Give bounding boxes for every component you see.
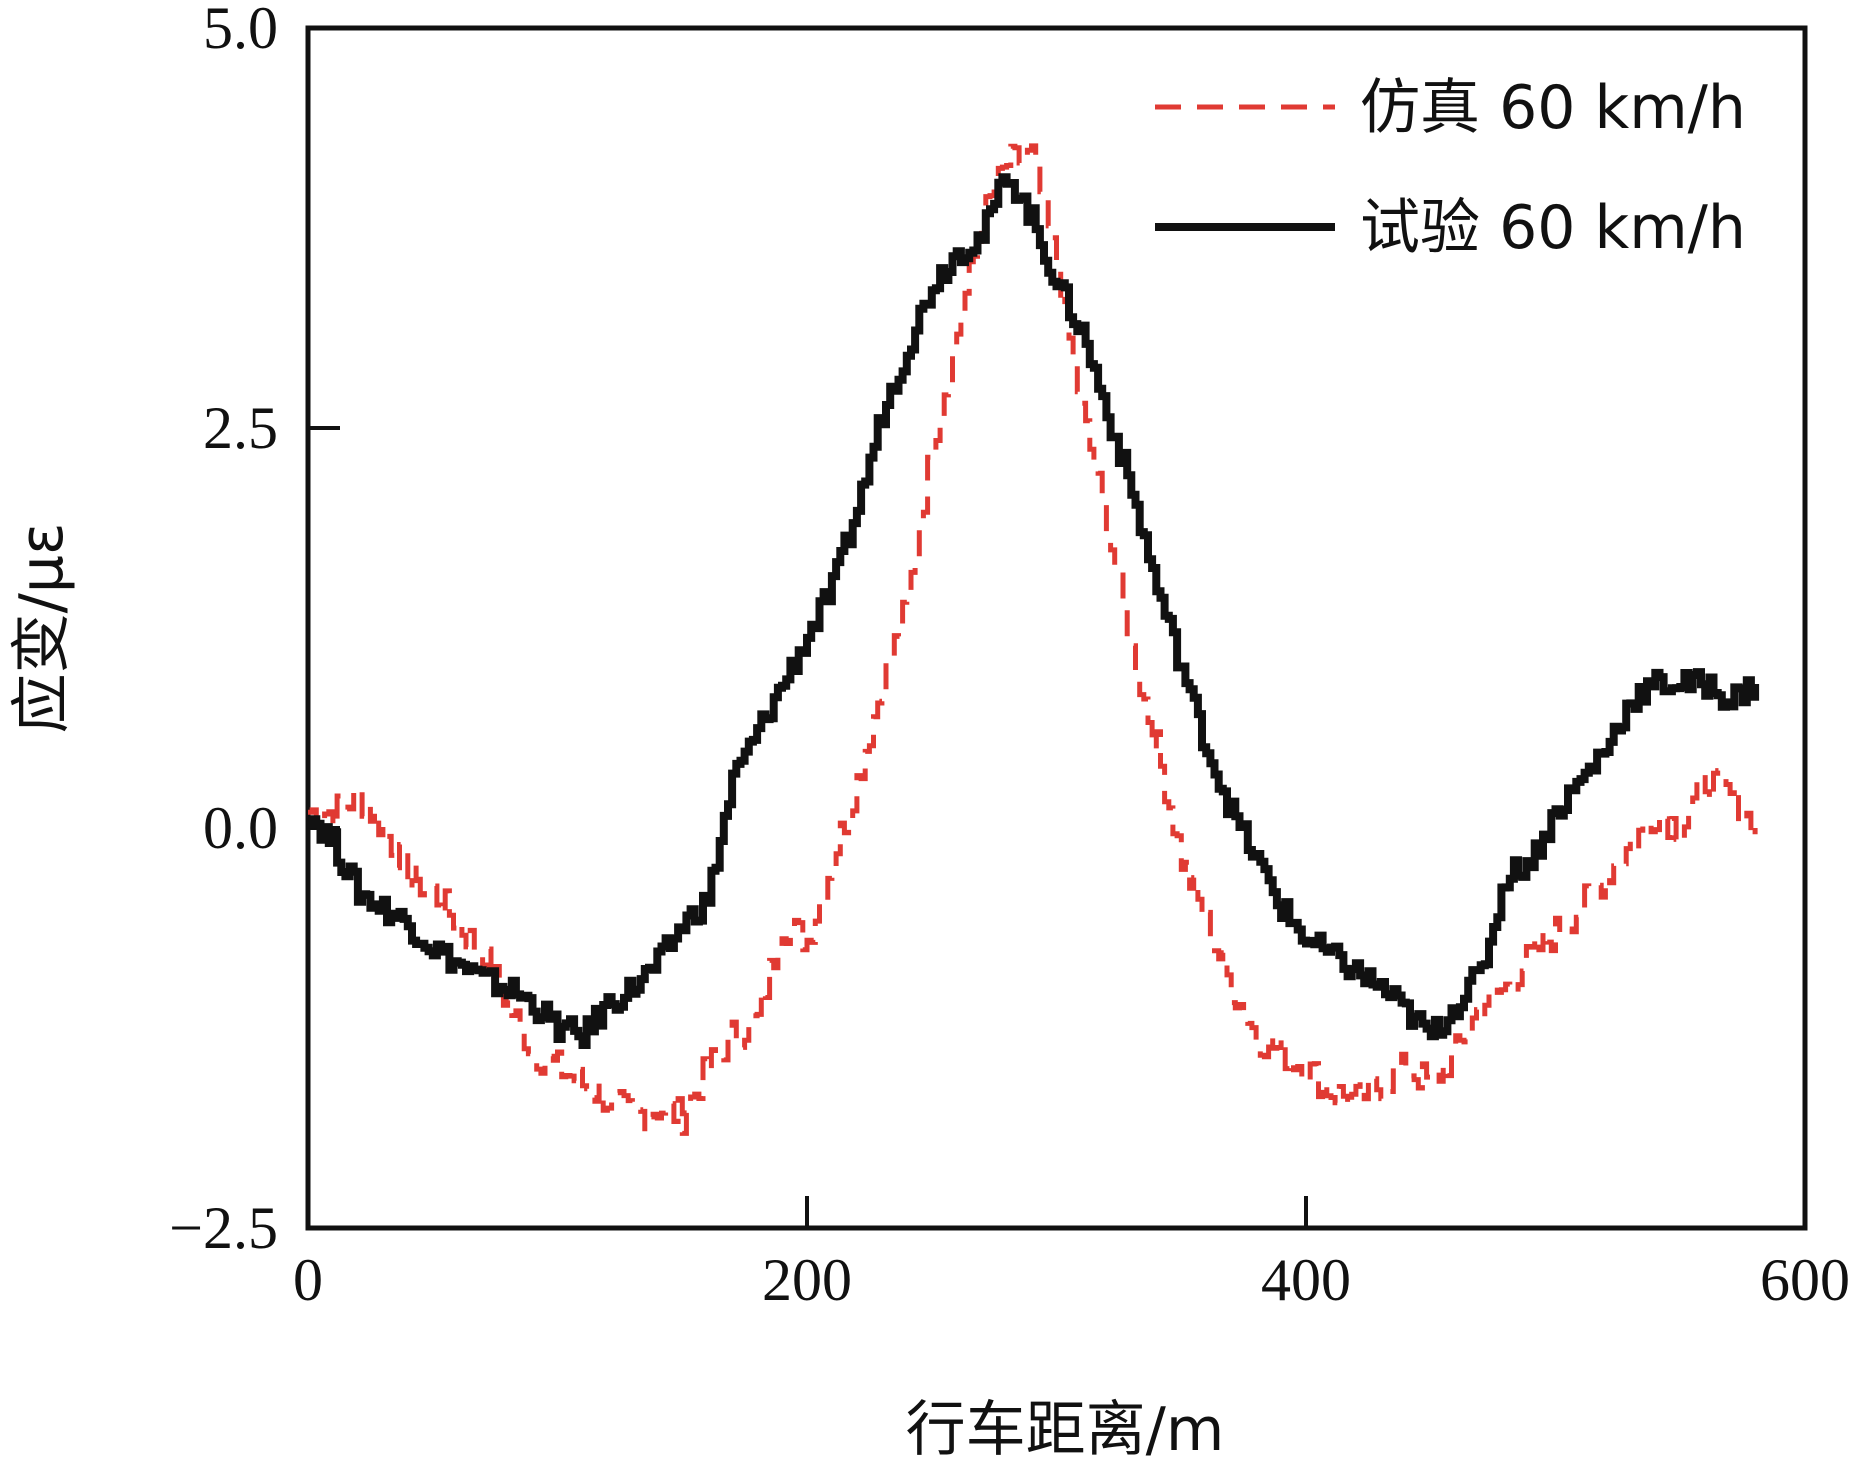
x-tick-label-1: 200	[762, 1247, 852, 1313]
x-tick-label-2: 400	[1261, 1247, 1351, 1313]
y-tick-label-3: −2.5	[169, 1195, 278, 1261]
y-tick-label-0: 5.0	[203, 0, 278, 61]
y-tick-label-1: 2.5	[203, 395, 278, 461]
legend-label-1: 试验 60 km/h	[1360, 193, 1746, 263]
plot-frame	[305, 25, 1808, 1231]
x-axis-title: 行车距离/m	[906, 1395, 1225, 1458]
y-axis-title: 应变/με	[7, 523, 77, 734]
x-tick-label-0: 0	[293, 1247, 323, 1313]
series-line-1	[308, 173, 1760, 1049]
x-tick-label-3: 600	[1760, 1247, 1850, 1313]
legend-label-0: 仿真 60 km/h	[1360, 73, 1746, 143]
y-tick-label-2: 0.0	[203, 795, 278, 861]
series-line-0	[308, 143, 1758, 1136]
